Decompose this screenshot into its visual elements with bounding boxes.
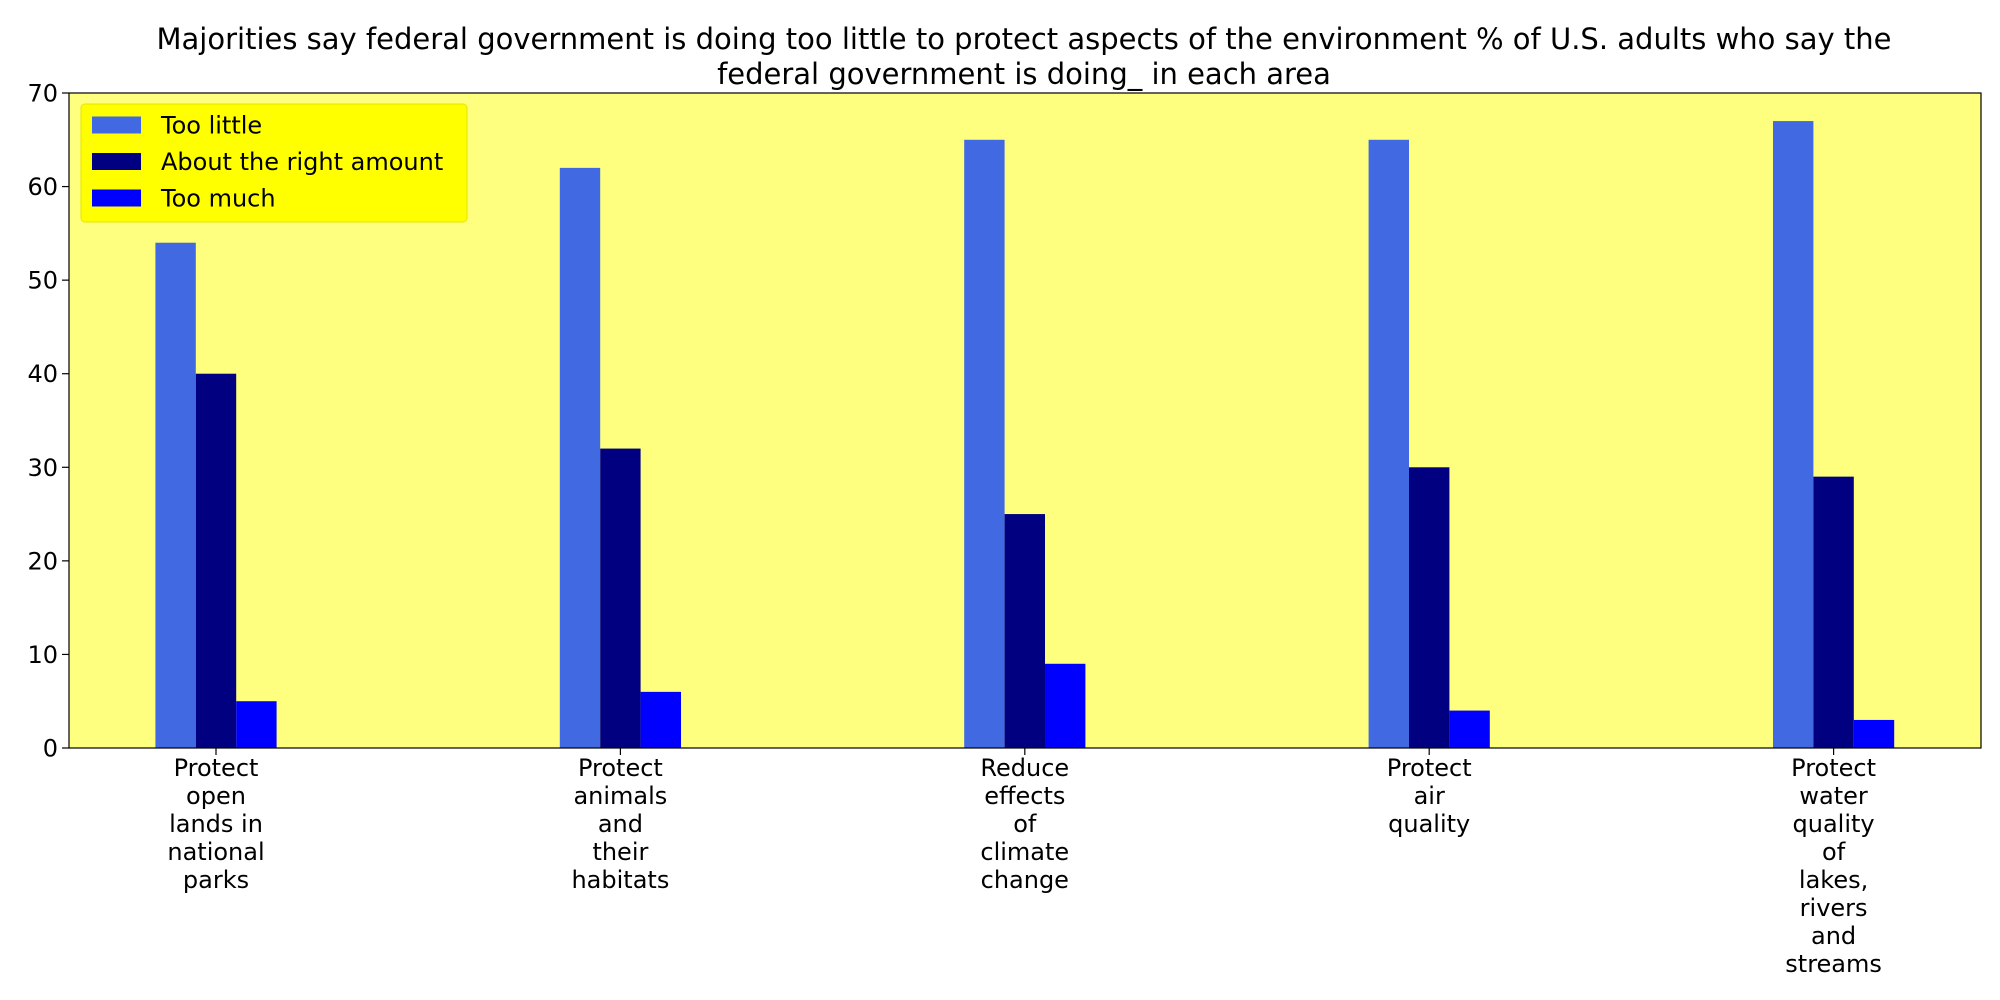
legend-label-about-the-right-amount: About the right amount — [161, 148, 443, 176]
bars-layer — [155, 121, 1895, 749]
bar-too-much-1 — [236, 701, 277, 748]
y-axis: 0 10 20 30 40 50 60 70 — [27, 80, 69, 763]
legend-swatch-too-little — [92, 116, 141, 134]
y-tick-label: 70 — [27, 80, 58, 108]
legend-box — [80, 103, 468, 223]
bar-too-little-1 — [155, 242, 196, 748]
bar-too-little-2 — [559, 167, 601, 748]
legend-label-too-little: Too little — [160, 112, 262, 140]
y-tick-label: 10 — [27, 641, 58, 669]
bar-too-little-3 — [964, 139, 1005, 749]
y-tick-label: 40 — [27, 360, 58, 388]
x-tick-label-5: Protect water quality of lakes, rivers and stre… — [1785, 754, 1882, 978]
x-tick-label-1: Protect open lands in national parks — [167, 754, 264, 894]
y-tick-label: 60 — [27, 173, 58, 201]
bar-about-the-right-amount-3 — [1004, 514, 1045, 748]
x-tick-label-2: Protect animals and their habitats — [571, 754, 669, 894]
bar-too-much-4 — [1449, 710, 1490, 748]
legend-swatch-about-the-right-amount — [92, 153, 141, 170]
legend: Too little About the right amount Too much — [80, 103, 468, 223]
bar-about-the-right-amount-5 — [1813, 476, 1854, 748]
x-tick-label-4: Protect air quality — [1387, 754, 1472, 838]
legend-label-too-much: Too much — [160, 185, 276, 213]
y-tick-label: 20 — [27, 547, 58, 575]
bar-about-the-right-amount-4 — [1409, 467, 1450, 748]
bar-too-little-4 — [1368, 139, 1409, 749]
bar-too-little-5 — [1773, 121, 1814, 749]
bar-about-the-right-amount-2 — [600, 448, 641, 748]
bar-too-much-5 — [1853, 719, 1895, 748]
x-axis: Protect open lands in national parks Protect a… — [167, 748, 1882, 978]
bar-too-much-3 — [1045, 663, 1086, 748]
y-tick-label: 0 — [43, 735, 58, 763]
bar-about-the-right-amount-1 — [195, 373, 237, 748]
y-tick-label: 50 — [27, 267, 58, 295]
x-tick-label-3: Reduce effects of climate change — [980, 754, 1069, 894]
chart-title-line-1: Majorities say federal government is doi… — [157, 22, 1892, 56]
chart-title-line-2: federal government is doing_ in each are… — [717, 57, 1331, 91]
bar-too-much-2 — [640, 691, 681, 748]
legend-swatch-too-much — [92, 189, 141, 207]
y-tick-label: 30 — [27, 454, 58, 482]
